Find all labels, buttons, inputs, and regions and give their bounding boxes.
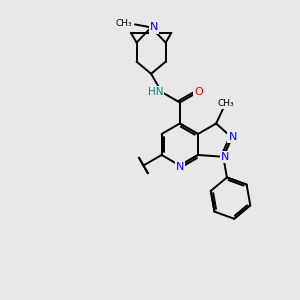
- Text: N: N: [176, 161, 184, 172]
- Text: HN: HN: [148, 87, 164, 97]
- Text: N: N: [221, 152, 230, 162]
- Text: O: O: [194, 87, 203, 97]
- Text: N: N: [150, 22, 158, 32]
- Text: CH₃: CH₃: [116, 19, 132, 28]
- Text: N: N: [229, 132, 237, 142]
- Text: CH₃: CH₃: [218, 99, 235, 108]
